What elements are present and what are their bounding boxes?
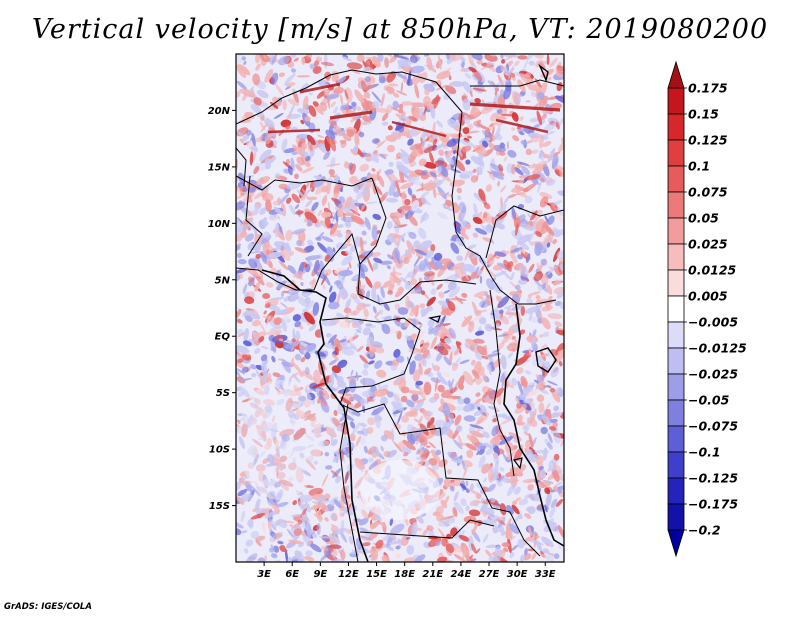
- lon-tick-label: 15E: [366, 569, 387, 580]
- colorbar-swatch: [667, 295, 685, 323]
- longitude-axis: 3E 6E 9E 12E 15E 18E 21E 24E 27E 30E 33E: [257, 562, 556, 580]
- colorbar-swatch: [667, 191, 685, 219]
- lon-tick-label: 27E: [479, 569, 500, 580]
- lat-tick-label: 15S: [209, 501, 230, 512]
- colorbar-swatch: [667, 139, 685, 167]
- colorbar-label: 0.05: [688, 211, 719, 226]
- colorbar-swatch: [667, 269, 685, 297]
- lon-tick-label: 3E: [257, 569, 271, 580]
- colorbar-swatch: [667, 347, 685, 375]
- lon-tick-label: 33E: [535, 569, 556, 580]
- colorbar-swatch: [667, 373, 685, 401]
- map-title: Vertical velocity [m/s] at 850hPa, VT: 2…: [31, 14, 769, 45]
- colorbar-label: 0.0125: [688, 263, 737, 278]
- lat-tick-label: 10N: [208, 219, 231, 230]
- colorbar-label: 0.025: [688, 237, 728, 252]
- colorbar-swatch: [667, 321, 685, 349]
- colorbar-swatch: [667, 243, 685, 271]
- colorbar-swatch: [667, 425, 685, 453]
- colorbar-label: −0.005: [688, 315, 738, 330]
- colorbar-label: 0.005: [688, 289, 728, 304]
- colorbar-swatch: [667, 503, 685, 531]
- colorbar: 0.175 0.15 0.125 0.1 0.075 0.05 0.025 0.0125 0.0…: [667, 60, 747, 558]
- colorbar-swatch: [667, 529, 685, 558]
- colorbar-label: 0.125: [688, 133, 728, 148]
- colorbar-swatch: [667, 399, 685, 427]
- colorbar-swatch: [667, 217, 685, 245]
- country-borders: [236, 63, 564, 562]
- colorbar-swatch: [667, 451, 685, 479]
- lat-tick-label: 15N: [208, 162, 231, 173]
- colorbar-label: −0.125: [688, 471, 738, 486]
- colorbar-label: 0.1: [688, 159, 710, 174]
- colorbar-swatch: [667, 477, 685, 505]
- lat-tick-label: 5S: [216, 388, 230, 399]
- colorbar-label: −0.05: [688, 393, 730, 408]
- lon-tick-label: 6E: [285, 569, 299, 580]
- colorbar-label: −0.175: [688, 497, 738, 512]
- colorbar-label: −0.2: [688, 523, 721, 538]
- colorbar-label: −0.0125: [688, 341, 747, 356]
- lat-tick-label: 5N: [215, 275, 231, 286]
- colorbar-swatch: [667, 60, 685, 89]
- colorbar-swatch: [667, 113, 685, 141]
- lat-tick-label: EQ: [215, 332, 231, 343]
- colorbar-label: −0.025: [688, 367, 738, 382]
- velocity-field: [236, 54, 564, 562]
- lat-tick-label: 20N: [208, 106, 231, 117]
- map-plot-area: 20N 15N 10N 5N EQ 5S 10S 15S 3E 6E 9E 12E 15E 18E 21E…: [208, 53, 565, 580]
- lat-tick-label: 10S: [209, 445, 230, 456]
- colorbar-swatch: [667, 165, 685, 193]
- lon-tick-label: 9E: [313, 569, 327, 580]
- grads-credit: GrADS: IGES/COLA: [4, 602, 92, 612]
- colorbar-label: 0.175: [688, 81, 728, 96]
- colorbar-label: −0.1: [688, 445, 721, 460]
- lon-tick-label: 18E: [394, 569, 415, 580]
- lon-tick-label: 12E: [338, 569, 359, 580]
- lon-tick-label: 24E: [451, 569, 472, 580]
- colorbar-swatch: [667, 87, 685, 115]
- colorbar-label: −0.075: [688, 419, 738, 434]
- lon-tick-label: 30E: [507, 569, 528, 580]
- latitude-axis: 20N 15N 10N 5N EQ 5S 10S 15S: [208, 106, 236, 512]
- lon-tick-label: 21E: [422, 569, 443, 580]
- colorbar-label: 0.075: [688, 185, 728, 200]
- colorbar-label: 0.15: [688, 107, 719, 122]
